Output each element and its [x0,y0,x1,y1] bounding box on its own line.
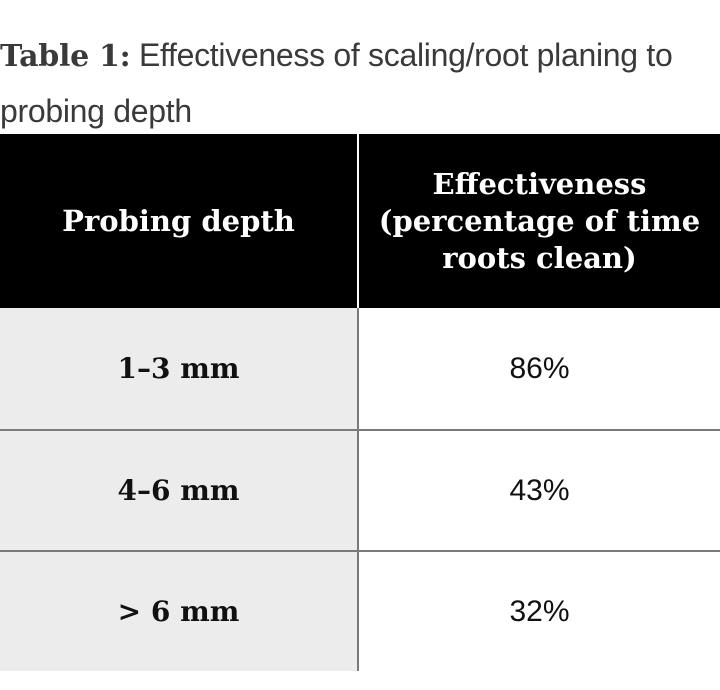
probing-depth-cell: 1–3 mm [0,308,359,429]
header-effectiveness-line-2: (percentage of time [378,203,701,238]
effectiveness-cell: 86% [359,308,720,429]
table-caption: Table 1: Effectiveness of scaling/root p… [0,28,716,138]
table-row: > 6 mm 32% [0,550,720,671]
header-probing-depth-line: Probing depth [62,203,295,238]
effectiveness-table: Probing depth Effectiveness (percentage … [0,134,720,671]
header-effectiveness-line-3: roots clean) [442,240,637,275]
table-body: 1–3 mm 86% 4–6 mm 43% > 6 mm 32% [0,308,720,671]
table-row: 1–3 mm 86% [0,308,720,429]
header-effectiveness: Effectiveness (percentage of time roots … [359,134,720,308]
probing-depth-cell: 4–6 mm [0,431,359,550]
table-row: 4–6 mm 43% [0,429,720,550]
caption-text: Effectiveness of scaling/root planing to… [0,37,673,129]
header-effectiveness-line-1: Effectiveness [432,166,647,201]
effectiveness-cell: 43% [359,431,720,550]
header-probing-depth: Probing depth [0,134,359,308]
caption-label: Table 1: [0,39,131,74]
effectiveness-cell: 32% [359,552,720,671]
probing-depth-cell: > 6 mm [0,552,359,671]
table-header-row: Probing depth Effectiveness (percentage … [0,134,720,308]
